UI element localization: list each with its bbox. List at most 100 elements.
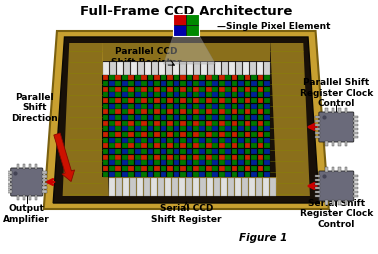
Bar <box>186 161 192 166</box>
Bar <box>102 99 108 104</box>
Polygon shape <box>63 44 109 196</box>
Bar <box>145 62 151 75</box>
Bar <box>212 138 218 143</box>
Bar <box>353 195 358 197</box>
FancyBboxPatch shape <box>11 168 43 196</box>
Bar <box>258 166 263 171</box>
Bar <box>264 87 270 92</box>
Bar <box>141 155 147 160</box>
Bar <box>174 76 179 81</box>
Bar <box>161 144 166 149</box>
Bar <box>245 144 250 149</box>
Bar <box>115 127 121 132</box>
Bar <box>245 82 250 87</box>
Bar <box>135 127 141 132</box>
Bar <box>174 144 179 149</box>
Bar <box>186 138 192 143</box>
Bar <box>154 144 160 149</box>
Bar <box>338 167 341 172</box>
Bar <box>249 178 256 196</box>
Bar <box>148 82 153 87</box>
Bar <box>219 104 225 109</box>
Bar <box>206 110 212 115</box>
Bar <box>161 104 166 109</box>
Bar <box>353 179 358 182</box>
Bar <box>193 155 199 160</box>
Bar <box>200 155 205 160</box>
Bar <box>122 132 128 137</box>
Bar <box>115 132 121 137</box>
Bar <box>206 138 212 143</box>
Bar <box>251 121 257 126</box>
Bar <box>109 76 115 81</box>
Bar <box>225 172 231 177</box>
Bar <box>258 104 263 109</box>
Bar <box>353 175 358 178</box>
Bar <box>238 144 244 149</box>
Bar <box>186 104 192 109</box>
Bar <box>148 127 153 132</box>
Bar <box>245 155 250 160</box>
Bar <box>264 93 270 98</box>
Bar <box>264 161 270 166</box>
Bar <box>102 110 108 115</box>
Bar <box>167 99 173 104</box>
Bar <box>232 82 237 87</box>
Bar <box>148 87 153 92</box>
Bar <box>109 82 115 87</box>
Bar <box>109 93 115 98</box>
Bar <box>245 116 250 120</box>
Bar <box>238 82 244 87</box>
Bar <box>264 149 270 154</box>
Bar <box>144 178 150 196</box>
Bar <box>208 62 214 75</box>
Bar <box>315 187 320 189</box>
Bar <box>122 93 128 98</box>
Bar <box>7 179 12 182</box>
Bar <box>122 166 128 171</box>
Bar <box>174 110 179 115</box>
Bar <box>148 166 153 171</box>
Bar <box>151 178 157 196</box>
Bar <box>186 26 200 37</box>
Bar <box>238 116 244 120</box>
Bar <box>161 172 166 177</box>
Bar <box>129 144 134 149</box>
Bar <box>193 87 199 92</box>
Bar <box>264 132 270 137</box>
Bar <box>135 166 141 171</box>
Bar <box>109 172 115 177</box>
Bar <box>193 161 199 166</box>
Bar <box>180 149 186 154</box>
Bar <box>258 116 263 120</box>
Bar <box>193 121 199 126</box>
Bar <box>219 121 225 126</box>
Bar <box>243 62 249 75</box>
Bar <box>219 110 225 115</box>
Bar <box>129 149 134 154</box>
Bar <box>161 138 166 143</box>
Bar <box>251 161 257 166</box>
Bar <box>7 190 12 193</box>
Bar <box>315 179 320 182</box>
Bar <box>212 132 218 137</box>
Bar <box>232 132 237 137</box>
Bar <box>173 15 186 26</box>
Bar <box>264 144 270 149</box>
Bar <box>258 144 263 149</box>
Bar <box>138 62 144 75</box>
Bar <box>167 149 173 154</box>
Text: Figure 1: Figure 1 <box>239 232 287 242</box>
Bar <box>353 124 358 127</box>
Bar <box>186 172 192 177</box>
Bar <box>7 183 12 185</box>
Bar <box>180 144 186 149</box>
Bar <box>315 191 320 194</box>
Bar <box>206 155 212 160</box>
Bar <box>174 172 179 177</box>
Bar <box>102 93 108 98</box>
Bar <box>167 82 173 87</box>
Bar <box>17 164 19 169</box>
Bar <box>200 99 205 104</box>
Bar <box>193 144 199 149</box>
